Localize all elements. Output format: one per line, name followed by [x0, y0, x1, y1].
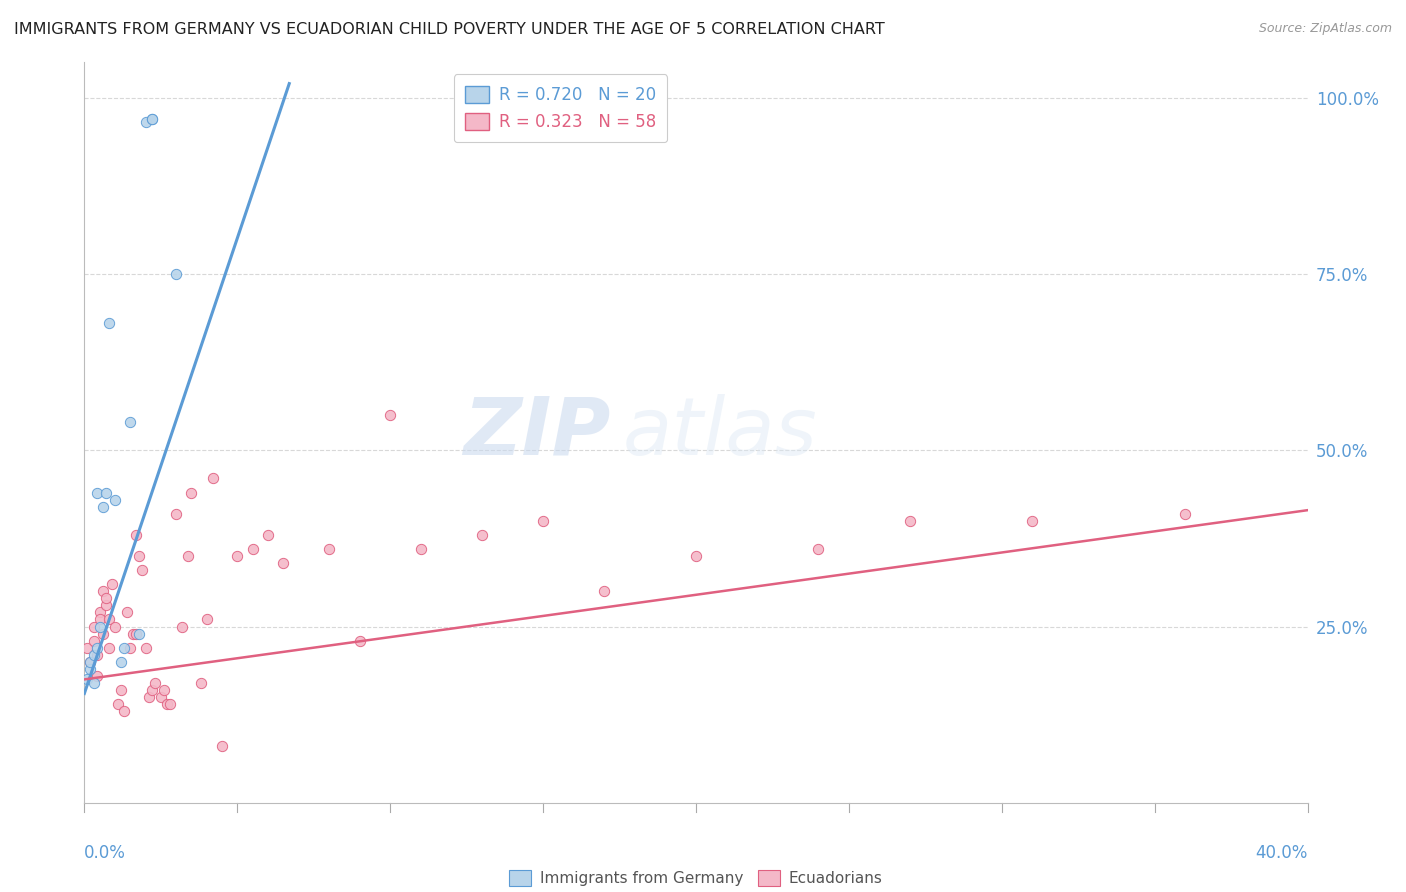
- Point: [91, 584, 114, 599]
- Point: [125, 528, 148, 542]
- Point: [91, 626, 114, 640]
- Point: [471, 528, 494, 542]
- Point: [110, 683, 132, 698]
- Legend: Immigrants from Germany, Ecuadorians: Immigrants from Germany, Ecuadorians: [502, 863, 890, 892]
- Point: [76, 640, 98, 655]
- Point: [349, 633, 371, 648]
- Point: [94, 485, 117, 500]
- Point: [271, 556, 294, 570]
- Point: [86, 669, 108, 683]
- Point: [318, 541, 340, 556]
- Point: [110, 655, 132, 669]
- Point: [143, 676, 166, 690]
- Point: [165, 507, 187, 521]
- Point: [83, 633, 105, 648]
- Point: [898, 514, 921, 528]
- Point: [128, 549, 150, 563]
- Point: [131, 563, 153, 577]
- Point: [531, 514, 554, 528]
- Text: atlas: atlas: [623, 393, 817, 472]
- Point: [112, 704, 135, 718]
- Point: [141, 683, 163, 698]
- Point: [159, 697, 181, 711]
- Point: [89, 612, 111, 626]
- Point: [685, 549, 707, 563]
- Point: [141, 112, 163, 126]
- Point: [141, 112, 163, 126]
- Point: [190, 676, 212, 690]
- Point: [89, 619, 111, 633]
- Point: [211, 739, 233, 754]
- Point: [76, 673, 98, 687]
- Text: 0.0%: 0.0%: [84, 844, 127, 862]
- Point: [101, 577, 124, 591]
- Point: [86, 640, 108, 655]
- Point: [83, 619, 105, 633]
- Point: [1174, 507, 1197, 521]
- Point: [83, 648, 105, 662]
- Point: [86, 485, 108, 500]
- Point: [593, 584, 616, 599]
- Point: [97, 640, 120, 655]
- Point: [257, 528, 280, 542]
- Point: [138, 690, 160, 704]
- Point: [97, 612, 120, 626]
- Text: Source: ZipAtlas.com: Source: ZipAtlas.com: [1258, 22, 1392, 36]
- Point: [409, 541, 432, 556]
- Point: [380, 408, 402, 422]
- Point: [120, 640, 142, 655]
- Point: [128, 626, 150, 640]
- Point: [242, 541, 264, 556]
- Point: [135, 115, 157, 129]
- Point: [177, 549, 200, 563]
- Point: [149, 690, 172, 704]
- Point: [94, 599, 117, 613]
- Point: [86, 648, 108, 662]
- Point: [226, 549, 249, 563]
- Point: [112, 640, 135, 655]
- Point: [83, 676, 105, 690]
- Text: ZIP: ZIP: [463, 393, 610, 472]
- Point: [79, 655, 101, 669]
- Text: 40.0%: 40.0%: [1256, 844, 1308, 862]
- Point: [79, 662, 101, 676]
- Point: [91, 500, 114, 514]
- Point: [165, 267, 187, 281]
- Point: [172, 619, 194, 633]
- Point: [122, 626, 145, 640]
- Point: [156, 697, 179, 711]
- Point: [153, 683, 176, 698]
- Point: [195, 612, 218, 626]
- Point: [104, 492, 127, 507]
- Point: [201, 471, 224, 485]
- Point: [104, 619, 127, 633]
- Point: [1021, 514, 1043, 528]
- Point: [97, 316, 120, 330]
- Point: [94, 591, 117, 606]
- Point: [807, 541, 830, 556]
- Point: [180, 485, 202, 500]
- Point: [107, 697, 129, 711]
- Point: [89, 606, 111, 620]
- Point: [120, 415, 142, 429]
- Point: [79, 655, 101, 669]
- Point: [125, 626, 148, 640]
- Point: [115, 606, 138, 620]
- Point: [135, 640, 157, 655]
- Text: IMMIGRANTS FROM GERMANY VS ECUADORIAN CHILD POVERTY UNDER THE AGE OF 5 CORRELATI: IMMIGRANTS FROM GERMANY VS ECUADORIAN CH…: [14, 22, 884, 37]
